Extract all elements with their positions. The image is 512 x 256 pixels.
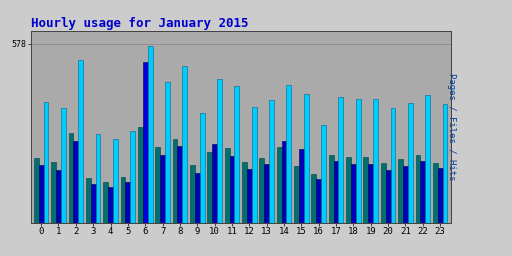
Bar bbox=[207, 152, 212, 223]
Bar bbox=[438, 168, 442, 223]
Bar bbox=[73, 141, 78, 223]
Y-axis label: Pages / Files / Hits: Pages / Files / Hits bbox=[447, 73, 456, 180]
Bar bbox=[155, 147, 160, 223]
Bar bbox=[299, 149, 304, 223]
Bar bbox=[247, 168, 252, 223]
Bar bbox=[234, 87, 239, 223]
Bar bbox=[143, 62, 147, 223]
Bar bbox=[96, 134, 100, 223]
Bar bbox=[138, 127, 143, 223]
Bar bbox=[91, 184, 96, 223]
Bar bbox=[195, 173, 200, 223]
Bar bbox=[442, 104, 447, 223]
Bar bbox=[373, 100, 378, 223]
Bar bbox=[260, 158, 264, 223]
Bar bbox=[86, 178, 91, 223]
Bar bbox=[108, 187, 113, 223]
Bar bbox=[416, 155, 420, 223]
Bar bbox=[351, 164, 356, 223]
Bar bbox=[242, 162, 247, 223]
Bar bbox=[356, 100, 360, 223]
Bar bbox=[316, 179, 321, 223]
Bar bbox=[229, 156, 234, 223]
Bar bbox=[130, 131, 135, 223]
Bar bbox=[286, 85, 291, 223]
Bar bbox=[160, 155, 165, 223]
Bar bbox=[103, 182, 108, 223]
Bar bbox=[173, 139, 178, 223]
Bar bbox=[264, 164, 269, 223]
Bar bbox=[381, 163, 386, 223]
Text: Hourly usage for January 2015: Hourly usage for January 2015 bbox=[31, 17, 248, 29]
Bar bbox=[311, 174, 316, 223]
Bar bbox=[304, 94, 309, 223]
Bar bbox=[398, 159, 403, 223]
Bar bbox=[386, 170, 391, 223]
Bar bbox=[321, 125, 326, 223]
Bar bbox=[147, 46, 153, 223]
Bar bbox=[420, 161, 425, 223]
Bar bbox=[282, 141, 286, 223]
Bar bbox=[125, 183, 130, 223]
Bar bbox=[56, 170, 61, 223]
Bar bbox=[294, 166, 299, 223]
Bar bbox=[252, 106, 257, 223]
Bar bbox=[269, 100, 274, 223]
Bar bbox=[338, 97, 344, 223]
Bar bbox=[276, 147, 282, 223]
Bar bbox=[425, 95, 430, 223]
Bar bbox=[391, 108, 395, 223]
Bar bbox=[329, 155, 334, 223]
Bar bbox=[212, 144, 217, 223]
Bar bbox=[61, 108, 66, 223]
Bar bbox=[408, 103, 413, 223]
Bar bbox=[78, 60, 83, 223]
Bar bbox=[121, 177, 125, 223]
Bar bbox=[225, 148, 229, 223]
Bar bbox=[364, 157, 368, 223]
Bar bbox=[182, 66, 187, 223]
Bar bbox=[368, 164, 373, 223]
Bar bbox=[217, 79, 222, 223]
Bar bbox=[334, 161, 338, 223]
Bar bbox=[113, 139, 118, 223]
Bar bbox=[34, 158, 39, 223]
Bar bbox=[190, 165, 195, 223]
Bar bbox=[403, 166, 408, 223]
Bar bbox=[44, 102, 49, 223]
Bar bbox=[51, 162, 56, 223]
Bar bbox=[178, 146, 182, 223]
Bar bbox=[69, 133, 73, 223]
Bar bbox=[39, 165, 44, 223]
Bar bbox=[165, 82, 170, 223]
Bar bbox=[346, 157, 351, 223]
Bar bbox=[200, 113, 205, 223]
Bar bbox=[433, 163, 438, 223]
